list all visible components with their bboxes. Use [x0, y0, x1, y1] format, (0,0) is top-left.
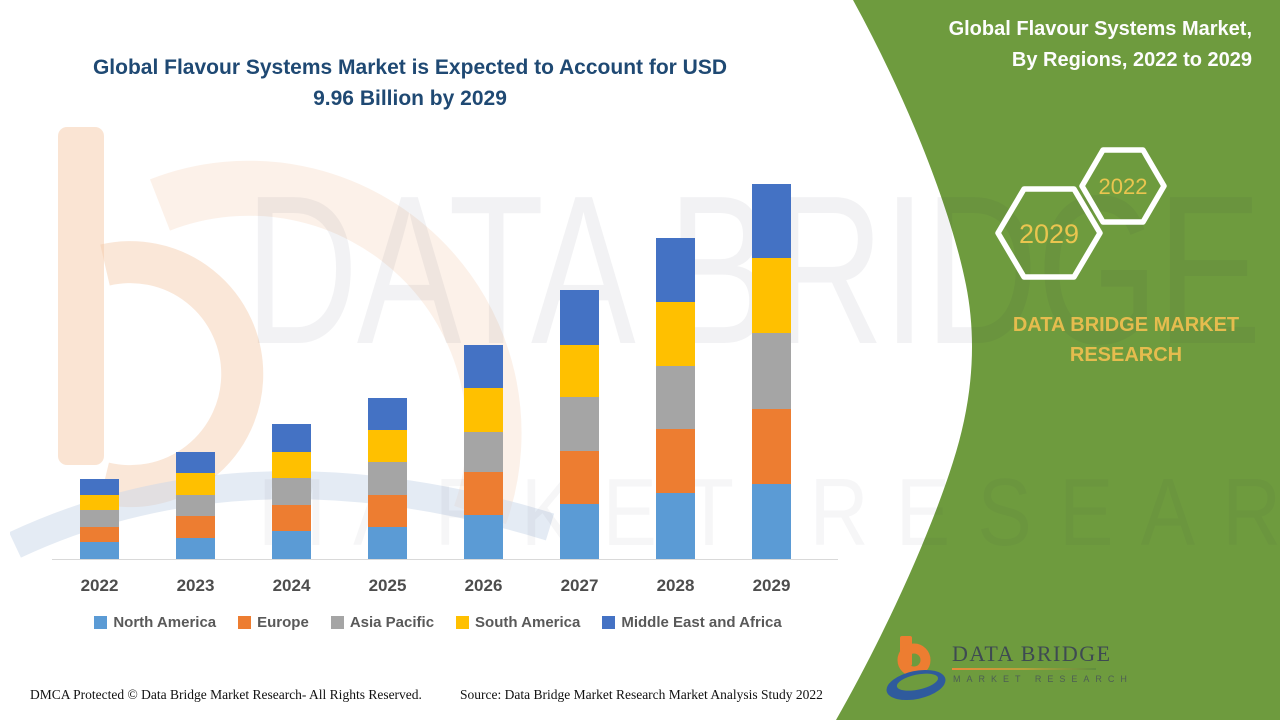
- bar-segment-2022-south-america: [80, 495, 119, 511]
- legend-label: Europe: [257, 614, 309, 631]
- logo-title: DATA BRIDGE: [952, 641, 1112, 666]
- bar-segment-2023-south-america: [176, 472, 215, 496]
- bar-segment-2024-south-america: [272, 452, 311, 479]
- bar-segment-2027-north-america: [560, 504, 599, 559]
- brand-wordmark-line1: DATA BRIDGE MARKET: [1012, 314, 1240, 336]
- chart-title: Global Flavour Systems Market is Expecte…: [40, 52, 780, 114]
- bar-segment-2028-europe: [656, 429, 695, 494]
- legend-item-asia-pacific: Asia Pacific: [330, 614, 435, 631]
- bar-2025: [368, 397, 407, 559]
- bar-segment-2029-north-america: [752, 484, 791, 559]
- hexagon-2029: [995, 186, 1103, 280]
- logo-underline: [952, 668, 1096, 670]
- bar-segment-2027-asia-pacific: [560, 397, 599, 451]
- bar-2022: [80, 478, 119, 559]
- bar-2027: [560, 290, 599, 559]
- bar-segment-2023-north-america: [176, 537, 215, 559]
- bar-segment-2024-middle-east-and-africa: [272, 424, 311, 453]
- x-axis-line: [52, 559, 838, 560]
- bar-2023: [176, 451, 215, 559]
- bar-segment-2025-south-america: [368, 429, 407, 462]
- logo-b-bowl: [897, 643, 931, 677]
- bar-segment-2022-north-america: [80, 542, 119, 559]
- bar-segment-2028-middle-east-and-africa: [656, 238, 695, 303]
- x-axis-label-2026: 2026: [464, 576, 503, 595]
- legend-item-europe: Europe: [238, 614, 309, 631]
- legend-swatch-icon: [238, 616, 252, 629]
- bar-segment-2026-south-america: [464, 388, 503, 433]
- bar-segment-2029-south-america: [752, 258, 791, 334]
- bar-segment-2023-asia-pacific: [176, 495, 215, 517]
- panel-title-line1: Global Flavour Systems Market,: [948, 18, 1252, 40]
- bar-segment-2024-asia-pacific: [272, 478, 311, 506]
- brand-wordmark: DATA BRIDGE MARKET RESEARCH: [972, 310, 1280, 370]
- panel-title: Global Flavour Systems Market, By Region…: [892, 14, 1252, 76]
- brand-wordmark-line2: RESEARCH: [1069, 344, 1183, 366]
- logo-swoosh-inner: [896, 673, 939, 691]
- x-axis-label-2024: 2024: [272, 576, 311, 595]
- legend-swatch-icon: [602, 616, 616, 629]
- chart-title-line2: 9.96 Billion by 2029: [313, 87, 507, 110]
- bar-segment-2029-asia-pacific: [752, 333, 791, 410]
- panel-title-line2: By Regions, 2022 to 2029: [1011, 49, 1252, 71]
- legend-label: North America: [113, 614, 217, 631]
- bar-segment-2024-north-america: [272, 531, 311, 559]
- bar-segment-2028-north-america: [656, 493, 695, 559]
- bar-2028: [656, 238, 695, 559]
- bar-segment-2023-europe: [176, 516, 215, 538]
- bar-segment-2026-north-america: [464, 514, 503, 559]
- bar-segment-2025-middle-east-and-africa: [368, 397, 407, 430]
- chart-legend: North America Europe Asia Pacific South Ame…: [48, 614, 828, 631]
- legend-swatch-icon: [456, 616, 470, 629]
- bar-segment-2027-middle-east-and-africa: [560, 290, 599, 346]
- chart-title-line1: Global Flavour Systems Market is Expecte…: [92, 56, 728, 79]
- bar-segment-2029-middle-east-and-africa: [752, 184, 791, 259]
- bar-segment-2026-europe: [464, 472, 503, 515]
- hexagon-2022-label: 2022: [1099, 174, 1148, 199]
- logo-swoosh: [886, 669, 946, 701]
- x-axis-label-2028: 2028: [656, 576, 695, 595]
- legend-item-north-america: North America: [94, 614, 216, 631]
- legend-label: South America: [475, 614, 581, 631]
- x-axis-label-2029: 2029: [752, 576, 791, 595]
- dmca-notice: DMCA Protected © Data Bridge Market Rese…: [30, 687, 422, 702]
- bar-2026: [464, 345, 503, 559]
- bar-segment-2026-asia-pacific: [464, 432, 503, 473]
- databridge-logo-icon: [886, 636, 946, 701]
- bar-segment-2026-middle-east-and-africa: [464, 345, 503, 389]
- hexagon-badges: 2022 2029: [995, 147, 1167, 280]
- bar-segment-2029-europe: [752, 409, 791, 485]
- x-axis-label-2022: 2022: [80, 576, 119, 595]
- hexagon-2029-label: 2029: [1019, 219, 1079, 249]
- legend-item-south-america: South America: [456, 614, 580, 631]
- bar-segment-2023-middle-east-and-africa: [176, 451, 215, 473]
- bar-segment-2028-south-america: [656, 302, 695, 367]
- legend-swatch-icon: [94, 616, 108, 629]
- bar-segment-2025-asia-pacific: [368, 461, 407, 495]
- bar-segment-2022-europe: [80, 527, 119, 543]
- legend-label: Asia Pacific: [349, 614, 435, 631]
- hexagon-2022: [1079, 147, 1167, 225]
- bar-segment-2025-europe: [368, 495, 407, 527]
- bar-segment-2027-south-america: [560, 345, 599, 398]
- bar-2029: [752, 184, 791, 559]
- x-axis-label-2027: 2027: [560, 576, 599, 595]
- bar-segment-2024-europe: [272, 505, 311, 532]
- green-panel-shape: [836, 0, 1280, 720]
- bar-segment-2025-north-america: [368, 527, 407, 559]
- legend-item-middle-east-and-africa: Middle East and Africa: [602, 614, 782, 631]
- logo-subtitle: MARKET RESEARCH: [953, 674, 1133, 684]
- source-note: Source: Data Bridge Market Research Mark…: [460, 687, 823, 702]
- x-axis-label-2023: 2023: [176, 576, 215, 595]
- bar-segment-2022-asia-pacific: [80, 510, 119, 528]
- bar-segment-2028-asia-pacific: [656, 366, 695, 430]
- x-axis-label-2025: 2025: [368, 576, 407, 595]
- bar-segment-2027-europe: [560, 450, 599, 505]
- legend-label: Middle East and Africa: [621, 614, 782, 631]
- legend-swatch-icon: [330, 616, 344, 629]
- bar-segment-2022-middle-east-and-africa: [80, 478, 119, 496]
- bar-2024: [272, 424, 311, 559]
